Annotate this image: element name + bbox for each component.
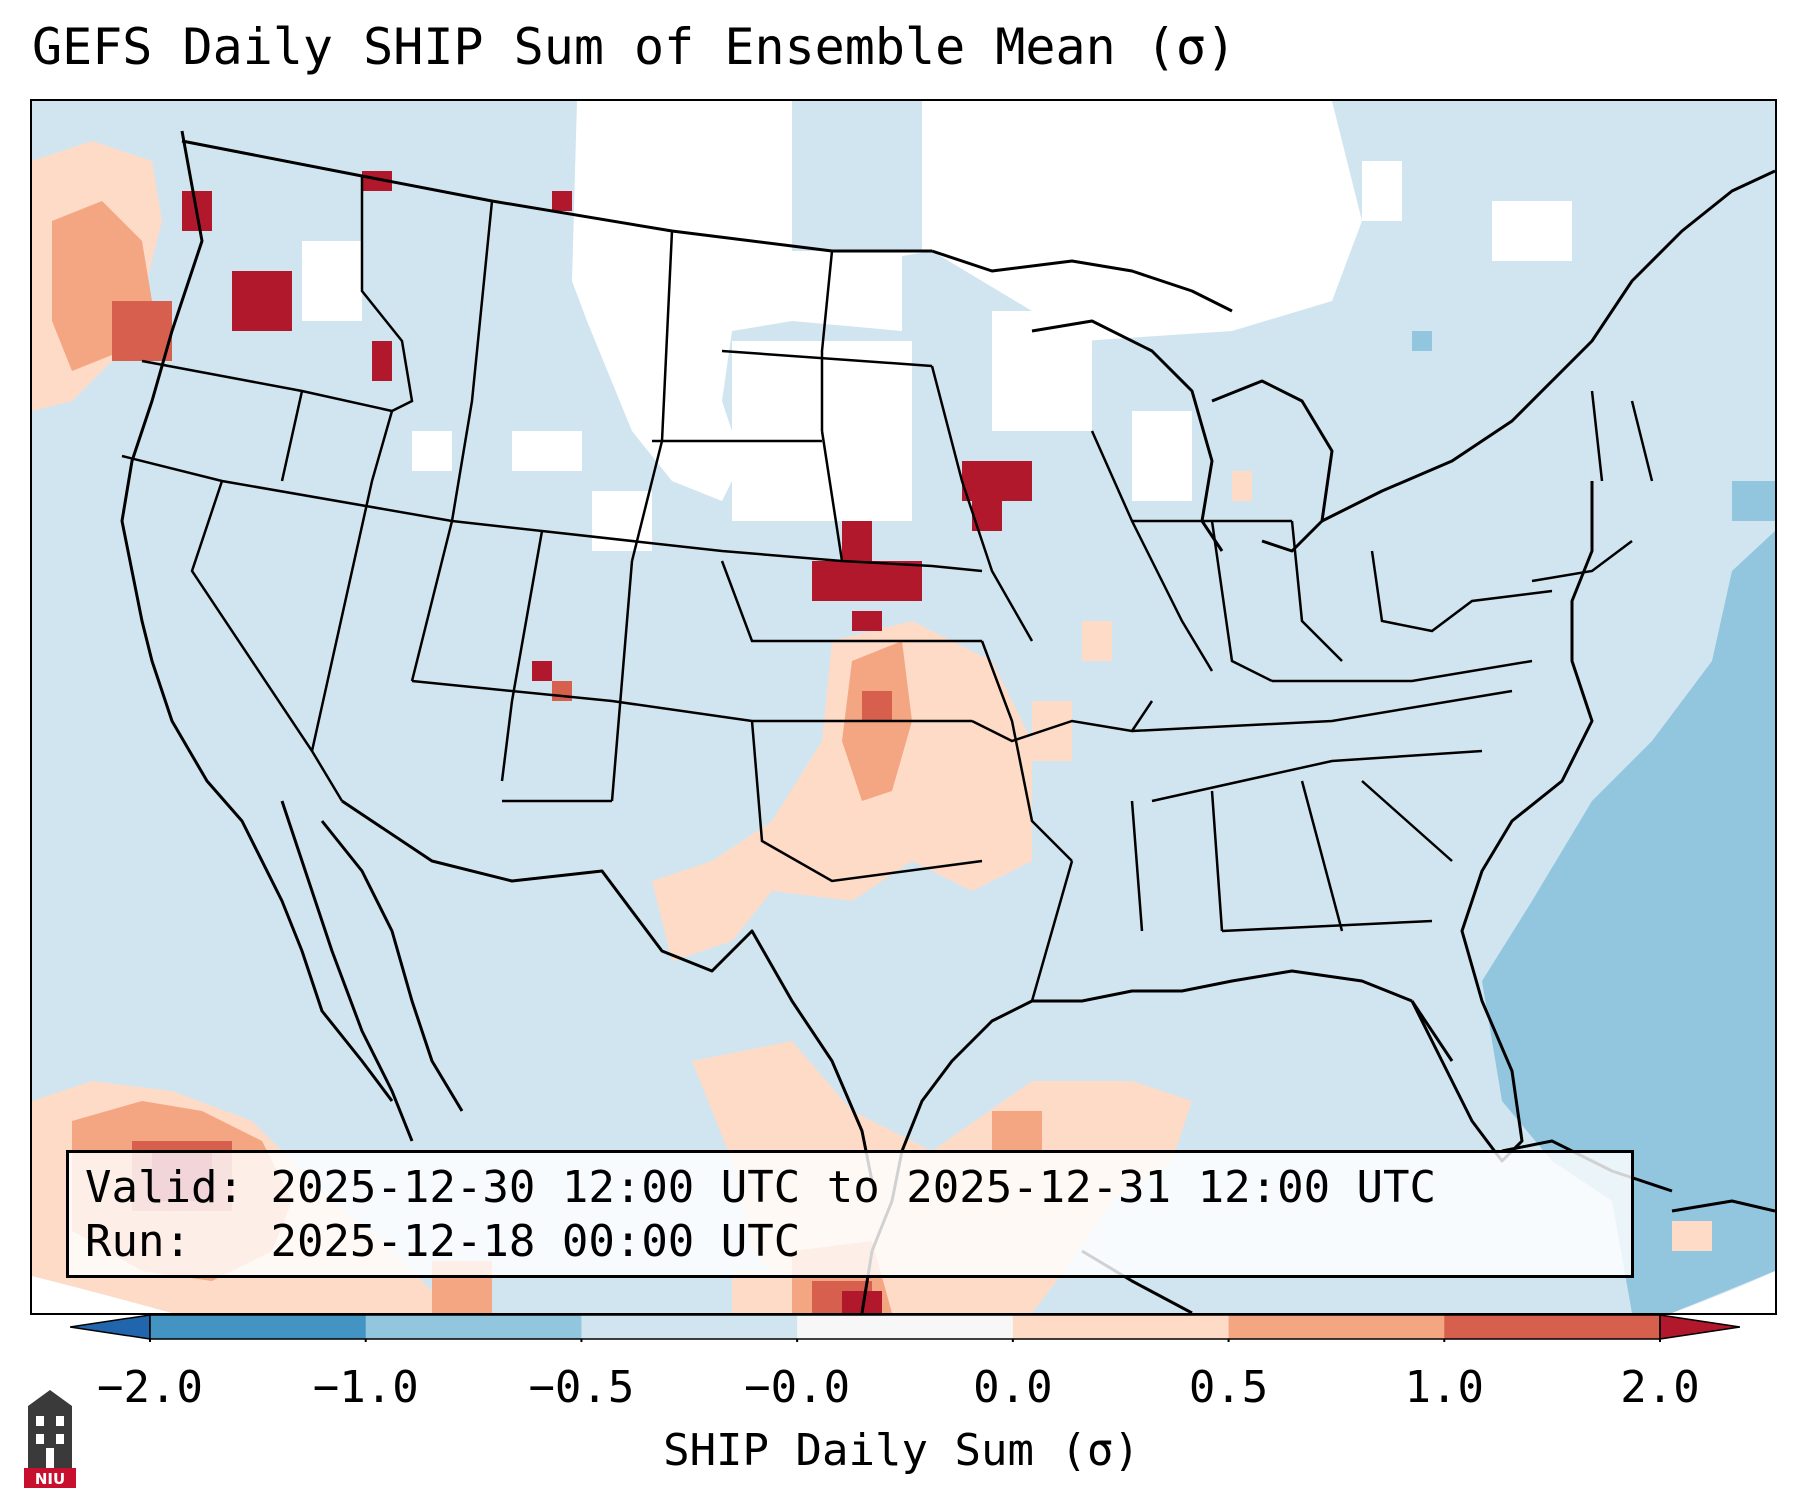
- colorbar-bin: [365, 1315, 582, 1339]
- colorbar-tick-label: 0.5: [1188, 1362, 1269, 1413]
- map-canvas: [32, 101, 1775, 1313]
- colorbar-tick-label: 2.0: [1620, 1362, 1700, 1413]
- valid-label: Valid:: [85, 1162, 244, 1213]
- colorbar-tick-label: 0.0: [973, 1362, 1053, 1413]
- negative-anomaly-atlantic: [1412, 331, 1775, 1313]
- colorbar-bin: [581, 1315, 798, 1339]
- validity-info-box: Valid: 2025-12-30 12:00 UTC to 2025-12-3…: [66, 1150, 1634, 1278]
- map-panel: [30, 99, 1777, 1315]
- colorbar-bins: [150, 1315, 1661, 1339]
- valid-value: 2025-12-30 12:00 UTC to 2025-12-31 12:00…: [270, 1162, 1437, 1213]
- colorbar-bin: [1012, 1315, 1230, 1339]
- colorbar: [70, 1314, 1740, 1342]
- colorbar-bin: [797, 1315, 1014, 1339]
- run-label: Run:: [85, 1216, 191, 1267]
- colorbar-tick-label: 1.0: [1404, 1362, 1485, 1413]
- state-boundaries: [121, 176, 1654, 1002]
- colorbar-tick-label: −0.5: [528, 1362, 635, 1413]
- university-tower-icon: NIU: [24, 1390, 76, 1488]
- map-title: GEFS Daily SHIP Sum of Ensemble Mean (σ): [32, 18, 1237, 76]
- colorbar-extend-high: [1659, 1314, 1740, 1340]
- run-value: 2025-12-18 00:00 UTC: [270, 1216, 801, 1267]
- logo-text: NIU: [35, 1470, 65, 1488]
- colorbar-label: SHIP Daily Sum (σ): [663, 1425, 1140, 1476]
- colorbar-bin: [1228, 1315, 1445, 1339]
- colorbar-tick-label: −0.0: [744, 1362, 851, 1413]
- valid-line: Valid: 2025-12-30 12:00 UTC to 2025-12-3…: [85, 1161, 1615, 1215]
- run-line: Run: 2025-12-18 00:00 UTC: [85, 1215, 1615, 1269]
- colorbar-tick-label: −1.0: [312, 1362, 419, 1413]
- colorbar-ticks: −2.0 −1.0 −0.5 −0.0 0.0 0.5 1.0 2.0: [0, 1362, 1803, 1422]
- colorbar-bin: [150, 1315, 367, 1339]
- colorbar-bin: [1444, 1315, 1661, 1339]
- colorbar-tick-label: −2.0: [97, 1362, 203, 1413]
- colorbar-outline: [149, 1314, 1661, 1340]
- colorbar-extend-low: [70, 1314, 151, 1340]
